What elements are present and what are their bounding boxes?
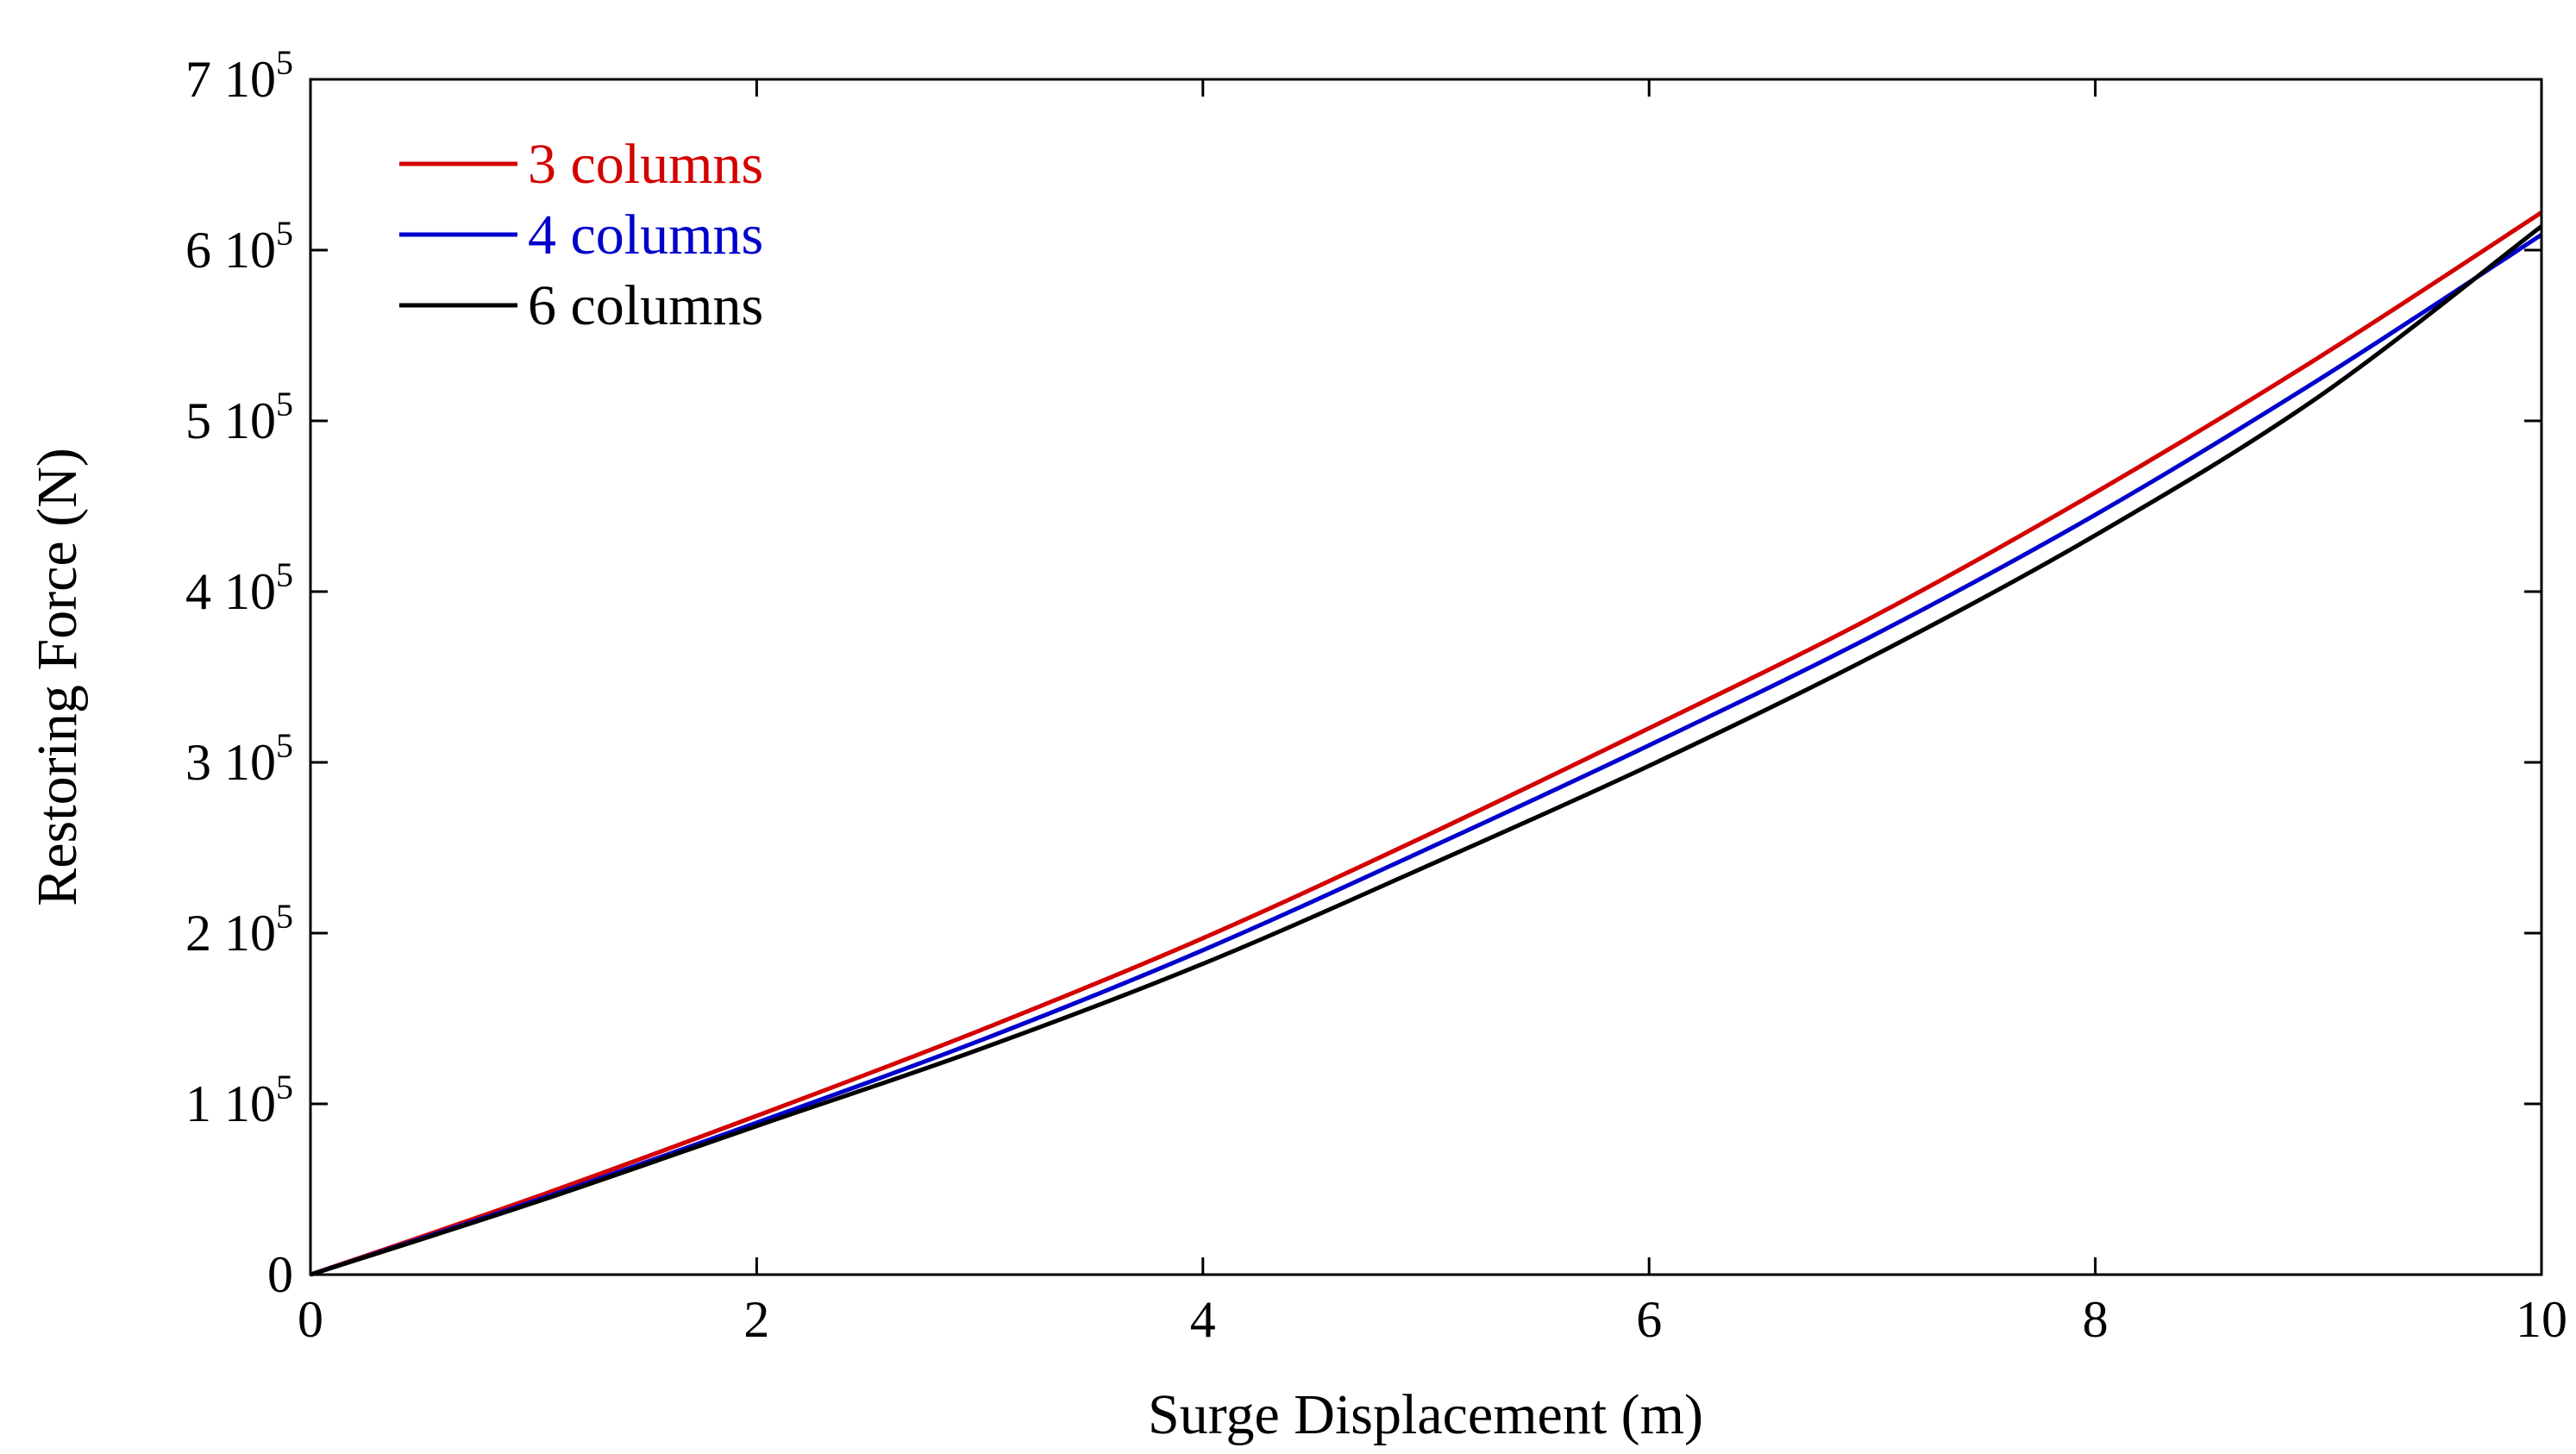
y-tick-label: 6 105 <box>185 214 293 279</box>
plot-frame <box>309 78 2543 1276</box>
y-tick-label: 3 105 <box>185 726 293 791</box>
legend-label-6-columns: 6 columns <box>528 274 763 337</box>
y-tick-label: 1 105 <box>185 1068 293 1132</box>
y-tick-exponent: 5 <box>276 726 293 765</box>
y-tick-exponent: 5 <box>276 385 293 423</box>
x-tick-label: 6 <box>1636 1291 1662 1348</box>
y-tick-mantissa: 6 10 <box>185 222 276 279</box>
y-tick-exponent: 5 <box>276 897 293 936</box>
x-tick-label: 8 <box>2083 1291 2109 1348</box>
y-tick-label: 5 105 <box>185 385 293 449</box>
y-axis-title: Restoring Force (N) <box>26 448 89 906</box>
y-tick-mantissa: 4 10 <box>185 563 276 620</box>
y-tick-label: 0 <box>267 1246 293 1303</box>
legend: 3 columns 4 columns 6 columns <box>399 133 763 337</box>
y-tick-label: 2 105 <box>185 897 293 962</box>
x-tick-label: 2 <box>743 1291 769 1348</box>
x-tick-label: 4 <box>1190 1291 1216 1348</box>
y-tick-exponent: 5 <box>276 555 293 594</box>
y-tick-mantissa: 1 10 <box>185 1075 276 1132</box>
y-tick-exponent: 5 <box>276 1068 293 1106</box>
y-tick-exponent: 5 <box>276 214 293 253</box>
y-tick-mantissa: 0 <box>267 1246 293 1303</box>
series-line-3-columns <box>310 210 2543 1277</box>
x-tick-label: 10 <box>2516 1291 2567 1348</box>
legend-label-4-columns: 4 columns <box>528 204 763 266</box>
y-tick-label: 4 105 <box>185 555 293 620</box>
y-tick-mantissa: 5 10 <box>185 392 276 449</box>
y-tick-label: 7 105 <box>185 43 293 108</box>
series-lines <box>310 210 2543 1277</box>
series-line-4-columns <box>310 233 2543 1277</box>
y-tick-mantissa: 7 10 <box>185 51 276 108</box>
y-tick-mantissa: 3 10 <box>185 734 276 791</box>
legend-label-3-columns: 3 columns <box>528 133 763 196</box>
series-line-6-columns <box>310 224 2543 1277</box>
x-axis-title: Surge Displacement (m) <box>1148 1383 1703 1446</box>
y-tick-exponent: 5 <box>276 43 293 82</box>
y-tick-mantissa: 2 10 <box>185 905 276 962</box>
x-tick-label: 0 <box>298 1291 323 1348</box>
